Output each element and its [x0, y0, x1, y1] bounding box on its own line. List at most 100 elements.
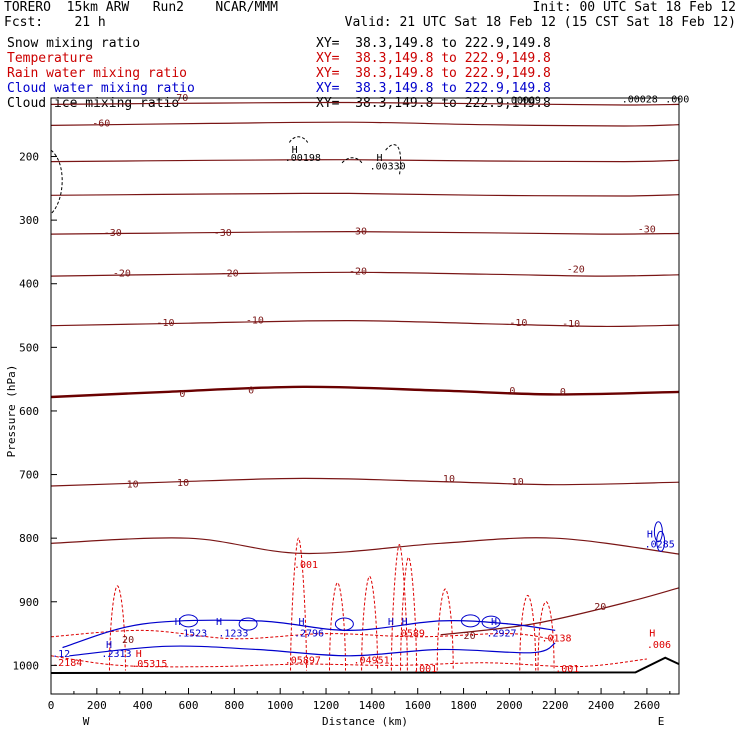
contour-label: 10	[512, 477, 524, 488]
temperature-contour-line	[50, 537, 680, 555]
mixing-ratio-contours	[50, 136, 680, 675]
temperature-contour-line	[50, 319, 680, 328]
rain-contour-line	[400, 556, 418, 671]
contour-label: 0	[560, 387, 566, 398]
x-axis-east-endpoint: E	[658, 715, 665, 728]
maximum-marker: H	[292, 145, 298, 156]
maximum-marker: H	[376, 153, 382, 164]
contour-label: 20	[464, 631, 476, 642]
maximum-marker: H	[299, 617, 305, 628]
maximum-marker: H	[491, 617, 497, 628]
x-tick-label: 2000	[496, 699, 523, 712]
contour-label: .05897	[285, 655, 321, 666]
contour-label: .2927	[486, 629, 516, 640]
contour-label: -30	[638, 225, 656, 236]
cloud-water-contour-line	[62, 619, 556, 649]
cloud-water-contour-ring	[656, 530, 666, 552]
temperature-contour-line	[50, 271, 680, 277]
temperature-contour-line	[440, 587, 680, 636]
y-tick-label: 1000	[13, 659, 40, 672]
x-axis-west-endpoint: W	[83, 715, 90, 728]
contour-labels: -60-70-30 -30 -30 -30-20 -20 -20 -20-10 -10 -10-…	[52, 93, 689, 675]
contour-label: 0	[509, 386, 515, 397]
legend-field-name: Temperature	[7, 51, 94, 66]
x-tick-label: 1600	[404, 699, 431, 712]
contour-label: -20	[221, 269, 239, 280]
temperature-contour-line	[50, 159, 680, 163]
contour-label: 20	[594, 602, 606, 613]
contour-label: .00028	[622, 94, 658, 105]
x-tick-label: 200	[87, 699, 107, 712]
x-tick-label: 1400	[359, 699, 386, 712]
rain-contour-line	[108, 585, 126, 671]
x-axis-label: Distance (km)	[322, 715, 408, 728]
rain-contour-line	[290, 537, 308, 671]
contour-label: 10	[177, 478, 189, 489]
legend-field-name: Snow mixing ratio	[7, 36, 141, 51]
header-run-info: TORERO 15km ARW Run2 NCAR/MMM	[4, 0, 278, 15]
ice-contour-line	[50, 149, 63, 215]
contour-label: .0285	[645, 540, 675, 551]
maximum-marker: H	[388, 617, 394, 628]
temperature-contour-line	[50, 230, 680, 235]
header-valid-time: Valid: 21 UTC Sat 18 Feb 12 (15 CST Sat …	[344, 15, 736, 30]
legend-field-name: Cloud water mixing ratio	[7, 81, 195, 96]
contour-label: -10	[156, 318, 174, 329]
y-tick-label: 500	[19, 341, 39, 354]
cloud-water-contour-ring	[238, 617, 258, 631]
contour-label: -30	[104, 228, 122, 239]
contour-label: .1233	[218, 629, 248, 640]
y-tick-label: 800	[19, 532, 39, 545]
x-tick-label: 600	[179, 699, 199, 712]
rain-contour-line	[537, 601, 555, 671]
contour-label: .2313	[101, 649, 131, 660]
legend-row: Temperature XY= 38.3,149.8 to 222.9,149.8	[7, 52, 707, 67]
contour-label: 0	[248, 386, 254, 397]
y-tick-label: 300	[19, 214, 39, 227]
contour-label: .006	[647, 640, 671, 651]
contour-label: .00330	[370, 162, 406, 173]
contour-label: .0589	[395, 629, 425, 640]
contour-label: .2184	[52, 658, 82, 669]
contour-label: .001	[294, 560, 318, 571]
legend-field-name: Rain water mixing ratio	[7, 66, 188, 81]
contour-label: -20	[349, 267, 367, 278]
x-tick-label: 1800	[450, 699, 477, 712]
temperature-contour-line	[50, 477, 680, 487]
contour-label: -20	[567, 265, 585, 276]
ice-contour-line	[288, 136, 309, 143]
contour-label: .001	[413, 664, 437, 675]
header-forecast-hour: Fcst: 21 h	[4, 15, 106, 30]
contour-label: 20	[122, 635, 134, 646]
maximum-marker: H	[106, 640, 112, 651]
contour-label: .00009	[505, 96, 541, 107]
contour-label: 10	[443, 474, 455, 485]
plot-axes: 0 200 400 600 800 1000 1200 1400 1600 1800 2000 220…	[5, 97, 680, 728]
header-init-time: Init: 00 UTC Sat 18 Feb 12	[532, 0, 737, 15]
plot-frame	[50, 97, 680, 695]
x-tick-label: 2400	[588, 699, 615, 712]
contour-label: .001	[555, 664, 579, 675]
rain-contour-line	[390, 544, 408, 671]
temperature-contour-line	[50, 121, 680, 127]
temperature-contours	[50, 101, 680, 636]
contour-label: -30	[349, 227, 367, 238]
maximum-marker: H	[649, 629, 655, 640]
cloud-water-contour-line	[69, 642, 556, 657]
maximum-marker: H	[216, 617, 222, 628]
x-tick-label: 1000	[267, 699, 294, 712]
ice-contour-line	[385, 144, 401, 176]
y-tick-label: 600	[19, 405, 39, 418]
y-tick-label: 400	[19, 278, 39, 291]
legend-row: Rain water mixing ratio XY= 38.3,149.8 to…	[7, 67, 707, 82]
rain-contour-line	[436, 588, 454, 671]
contour-label: 10	[127, 480, 139, 491]
y-axis-label: Pressure (hPa)	[5, 365, 18, 458]
contour-label: .04951	[354, 655, 390, 666]
contour-label: 0	[179, 389, 185, 400]
contour-label: -10	[246, 316, 264, 327]
cloud-water-contour-ring	[460, 614, 480, 628]
cloud-water-contour-ring	[179, 614, 199, 628]
contour-label: .12	[52, 649, 70, 660]
contour-label: -10	[562, 319, 580, 330]
